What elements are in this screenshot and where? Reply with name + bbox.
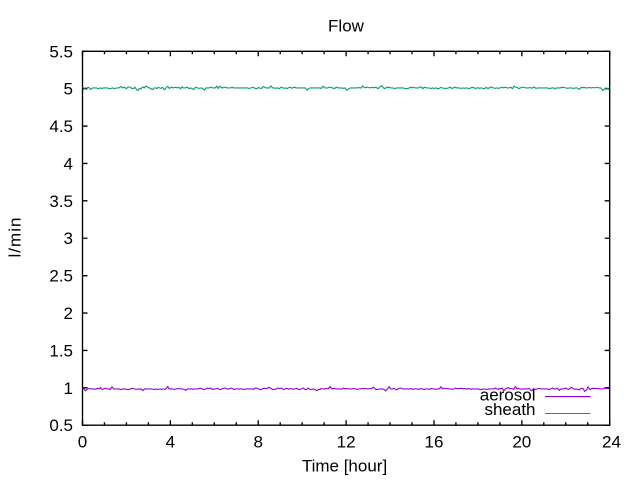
svg-text:2: 2 — [64, 304, 73, 323]
svg-text:5: 5 — [64, 80, 73, 99]
svg-text:Time [hour]: Time [hour] — [302, 457, 387, 476]
svg-text:0: 0 — [78, 433, 87, 452]
svg-text:l/min: l/min — [6, 217, 25, 258]
svg-text:20: 20 — [512, 433, 531, 452]
svg-text:3.5: 3.5 — [49, 192, 73, 211]
svg-text:Flow: Flow — [328, 17, 365, 36]
svg-text:12: 12 — [337, 433, 356, 452]
svg-text:4: 4 — [64, 155, 73, 174]
svg-text:4: 4 — [166, 433, 175, 452]
svg-text:24: 24 — [602, 433, 621, 452]
svg-text:sheath: sheath — [484, 400, 535, 419]
svg-text:0.5: 0.5 — [49, 416, 73, 435]
svg-text:1: 1 — [64, 379, 73, 398]
svg-text:5.5: 5.5 — [49, 42, 73, 61]
svg-text:16: 16 — [425, 433, 444, 452]
svg-text:1.5: 1.5 — [49, 341, 73, 360]
svg-text:2.5: 2.5 — [49, 267, 73, 286]
svg-text:4.5: 4.5 — [49, 117, 73, 136]
svg-text:aerosol: aerosol — [480, 385, 536, 404]
svg-text:8: 8 — [253, 433, 262, 452]
svg-text:3: 3 — [64, 229, 73, 248]
